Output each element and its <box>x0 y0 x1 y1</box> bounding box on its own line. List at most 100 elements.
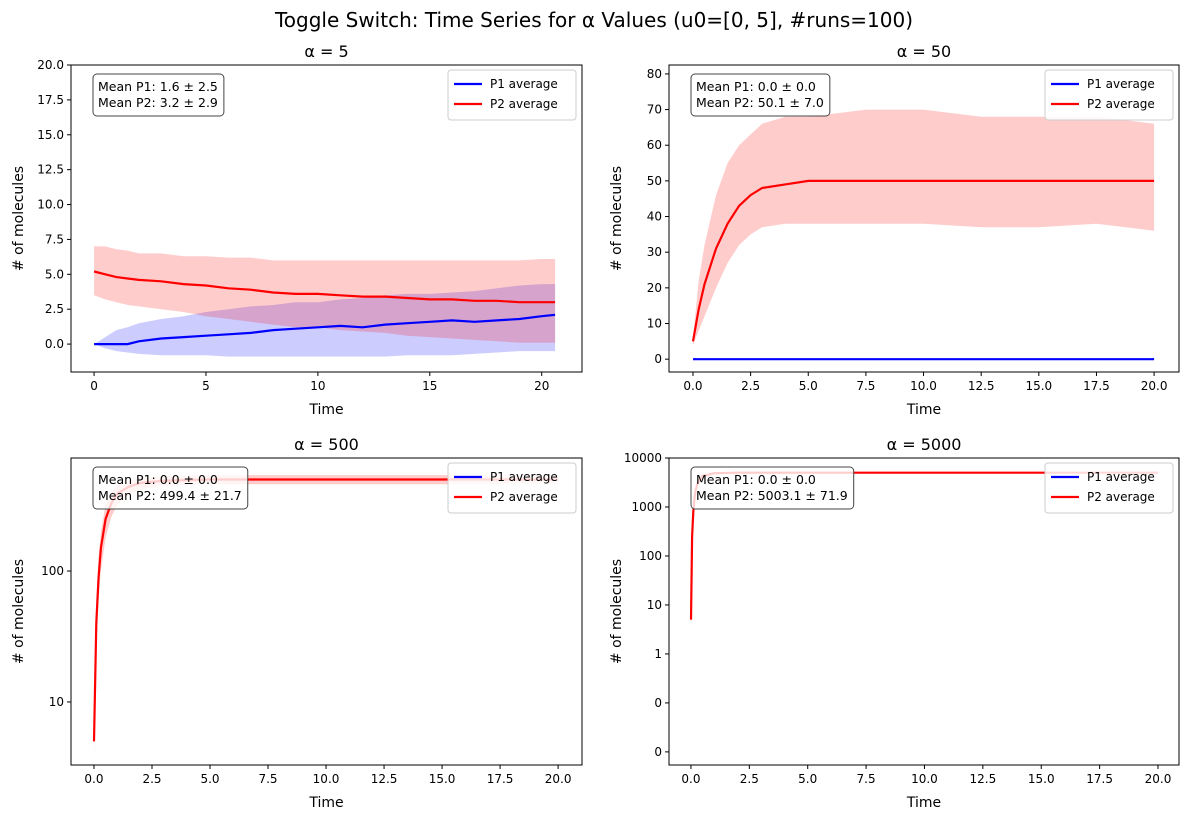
x-tick-label: 0.0 <box>683 379 702 393</box>
annotation-text: Mean P2: 50.1 ± 7.0 <box>696 95 824 110</box>
y-tick-label: 10 <box>49 695 64 709</box>
subplot-title: α = 5 <box>304 42 348 61</box>
x-tick-label: 15.0 <box>429 772 456 786</box>
x-tick-label: 7.5 <box>857 772 876 786</box>
y-tick-label: 1000 <box>631 500 662 514</box>
legend-box <box>1044 69 1174 121</box>
x-axis-label: Time <box>906 795 941 811</box>
subplot: 0.0 2.5 5.0 7.5 10.0 12.5 15.0 17.5 20.0 0 10 20 30 4… <box>609 42 1180 418</box>
subplot-title: α = 50 <box>897 42 951 61</box>
y-tick-label: 20 <box>647 281 662 295</box>
x-tick-label: 15.0 <box>1025 379 1052 393</box>
y-axis-label: # of molecules <box>609 166 625 271</box>
legend-box <box>447 462 577 514</box>
y-tick-label: 5.0 <box>45 267 64 281</box>
y-tick-label: 100 <box>639 549 662 563</box>
subplot: 0 5 10 15 20 0.0 2.5 5.0 7.5 10.0 12.5 15.0 17.5 20.0… <box>11 42 583 418</box>
legend-label: P1 average <box>490 77 558 91</box>
y-tick-label: 10.0 <box>37 198 64 212</box>
x-tick-label: 12.5 <box>968 379 995 393</box>
y-tick-label: 10 <box>647 598 662 612</box>
legend-box <box>447 69 577 121</box>
x-tick-label: 10 <box>310 379 325 393</box>
annotation-box <box>92 73 225 117</box>
axes-frame <box>70 64 583 373</box>
y-tick-label: 10 <box>647 317 662 331</box>
x-axis-label: Time <box>308 795 343 811</box>
x-tick-label: 12.5 <box>969 772 996 786</box>
subplot-title: α = 500 <box>294 435 359 454</box>
y-axis-label: # of molecules <box>11 166 27 271</box>
x-tick-label: 2.5 <box>740 772 759 786</box>
y-tick-label: 40 <box>647 210 662 224</box>
y-tick-label: 100 <box>41 564 64 578</box>
legend-label: P2 average <box>1087 97 1155 111</box>
y-tick-label: 17.5 <box>37 93 64 107</box>
legend-label: P2 average <box>490 97 558 111</box>
y-tick-label: 7.5 <box>45 232 64 246</box>
spread-band <box>94 475 559 755</box>
annotation-text: Mean P1: 1.6 ± 2.5 <box>98 79 218 94</box>
y-tick-label: 0 <box>654 745 662 759</box>
y-tick-label: 70 <box>647 103 662 117</box>
spread-band <box>693 109 1155 345</box>
x-tick-label: 15 <box>422 379 437 393</box>
y-tick-label: 30 <box>647 245 662 259</box>
subplot: 0.0 2.5 5.0 7.5 10.0 12.5 15.0 17.5 20.0 10 100 α =… <box>11 435 583 811</box>
x-tick-label: 15.0 <box>1028 772 1055 786</box>
x-axis-label: Time <box>906 402 941 418</box>
plot-area <box>691 109 1155 361</box>
figure-title: Toggle Switch: Time Series for α Values … <box>274 8 913 32</box>
x-tick-label: 20.0 <box>1145 772 1172 786</box>
y-tick-label: 80 <box>647 67 662 81</box>
average-line <box>94 313 556 346</box>
annotation-text: Mean P2: 3.2 ± 2.9 <box>98 95 218 110</box>
x-tick-label: 0.0 <box>84 772 103 786</box>
x-tick-label: 5.0 <box>200 772 219 786</box>
annotation-box <box>690 73 831 117</box>
average-line <box>93 270 556 304</box>
average-line <box>691 179 1155 342</box>
x-tick-label: 20.0 <box>1141 379 1168 393</box>
x-tick-label: 17.5 <box>1083 379 1110 393</box>
annotation-text: Mean P1: 0.0 ± 0.0 <box>98 472 218 487</box>
plot-area <box>93 246 556 357</box>
average-line <box>92 478 559 742</box>
x-tick-label: 5.0 <box>799 379 818 393</box>
y-tick-label: 20.0 <box>37 58 64 72</box>
y-tick-label: 10000 <box>624 451 662 465</box>
x-tick-label: 2.5 <box>142 772 161 786</box>
x-tick-label: 10.0 <box>911 772 938 786</box>
x-tick-label: 17.5 <box>1086 772 1113 786</box>
legend-label: P2 average <box>490 490 558 504</box>
y-tick-label: 12.5 <box>37 163 64 177</box>
legend-label: P1 average <box>1087 77 1155 91</box>
spread-band <box>94 284 556 357</box>
subplot: 0.0 2.5 5.0 7.5 10.0 12.5 15.0 17.5 20.0 0 0 1 10 100… <box>609 435 1180 811</box>
y-tick-label: 0.0 <box>45 337 64 351</box>
x-tick-label: 5 <box>202 379 210 393</box>
y-tick-label: 2.5 <box>45 302 64 316</box>
x-tick-label: 2.5 <box>741 379 760 393</box>
x-axis-label: Time <box>308 402 343 418</box>
x-tick-label: 0.0 <box>681 772 700 786</box>
annotation-box <box>690 466 855 510</box>
x-tick-label: 10.0 <box>910 379 937 393</box>
x-tick-label: 5.0 <box>798 772 817 786</box>
y-tick-label: 15.0 <box>37 128 64 142</box>
x-tick-label: 17.5 <box>487 772 514 786</box>
annotation-text: Mean P1: 0.0 ± 0.0 <box>696 79 816 94</box>
x-tick-label: 20 <box>534 379 549 393</box>
y-axis-label: # of molecules <box>11 559 27 664</box>
x-tick-label: 0 <box>90 379 98 393</box>
y-tick-label: 60 <box>647 138 662 152</box>
subplot-title: α = 5000 <box>887 435 962 454</box>
legend-box <box>1044 462 1174 514</box>
x-tick-label: 12.5 <box>371 772 398 786</box>
x-tick-label: 7.5 <box>258 772 277 786</box>
y-tick-label: 1 <box>654 647 662 661</box>
x-tick-label: 10.0 <box>313 772 340 786</box>
annotation-text: Mean P2: 499.4 ± 21.7 <box>98 488 242 503</box>
x-tick-label: 7.5 <box>856 379 875 393</box>
